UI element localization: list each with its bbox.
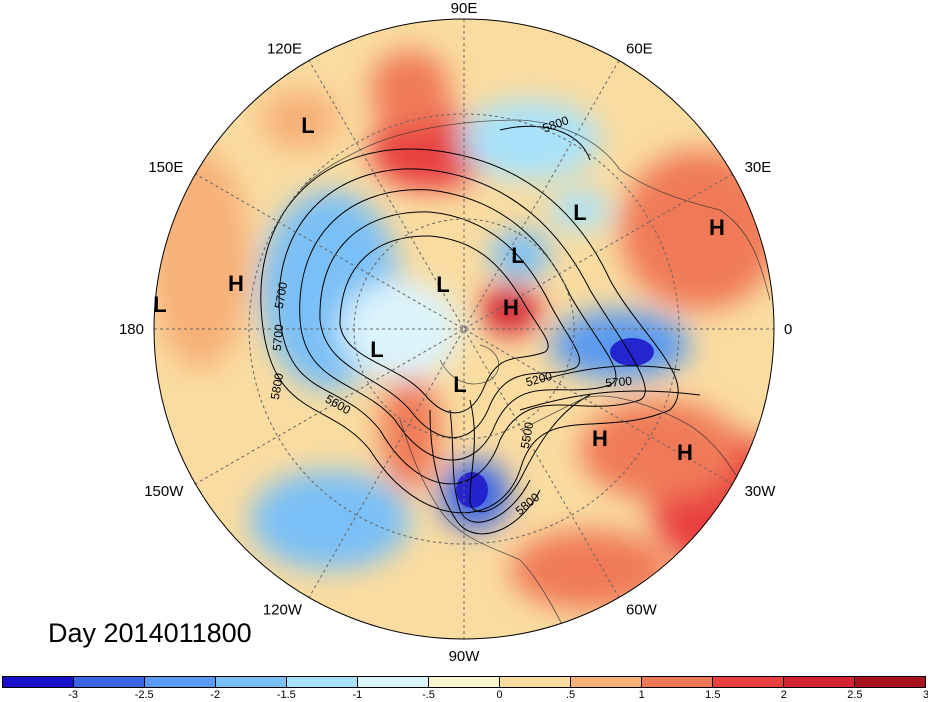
colorbar-swatch xyxy=(74,677,145,687)
colorbar-tick-label: -1.5 xyxy=(276,689,296,701)
colorbar-swatch xyxy=(571,677,642,687)
high-pressure-label: H xyxy=(592,426,608,451)
colorbar-tick-label: 2 xyxy=(780,689,787,701)
longitude-label: 60W xyxy=(626,602,658,619)
longitude-label: 120W xyxy=(263,602,303,619)
geopotential-height-contours xyxy=(260,125,701,535)
longitude-label: 90W xyxy=(449,648,481,665)
low-pressure-label: L xyxy=(153,292,166,317)
colorbar-tick-label: 1 xyxy=(638,689,645,701)
colorbar-swatch xyxy=(145,677,216,687)
date-label: Day 2014011800 xyxy=(48,618,252,648)
longitude-label: 30W xyxy=(745,483,777,500)
colorbar-tick-label: 2.5 xyxy=(847,689,863,701)
colorbar-tick-label: 3 xyxy=(922,689,928,701)
longitude-label: 90E xyxy=(451,0,478,17)
colorbar-tick-label: 1.5 xyxy=(705,689,721,701)
colorbar-swatch xyxy=(855,677,925,687)
low-pressure-label: L xyxy=(573,200,586,225)
temperature-anomaly-field xyxy=(154,19,774,639)
longitude-labels: 90E 60E 30E 0 30W 60W 90W 120W 150W 180 150E 120E xyxy=(119,0,792,665)
colorbar-swatch xyxy=(784,677,855,687)
colorbar-swatches xyxy=(2,676,926,688)
contour-value-label: 5200 xyxy=(524,369,554,390)
colorbar-swatch xyxy=(713,677,784,687)
colorbar-ticks: -3 -2.5 -2 -1.5 -1 -.5 0 .5 1 1.5 2 2.5 3 xyxy=(0,689,928,702)
high-pressure-label: H xyxy=(677,440,693,465)
longitude-label: 0 xyxy=(784,321,792,338)
low-pressure-label: L xyxy=(370,337,383,362)
longitude-label: 150W xyxy=(144,483,184,500)
map-boundary xyxy=(153,18,775,640)
low-pressure-label: L xyxy=(436,272,449,297)
colorbar-swatch xyxy=(642,677,713,687)
longitude-label: 60E xyxy=(626,40,653,57)
contour-value-label: 5700 xyxy=(272,281,290,310)
colorbar-swatch xyxy=(429,677,500,687)
colorbar-tick-label: -2.5 xyxy=(134,689,154,701)
low-pressure-label: L xyxy=(453,372,466,397)
colorbar-tick-label: -1 xyxy=(352,689,363,701)
polar-stereographic-map: 90E 60E 30E 0 30W 60W 90W 120W 150W 180 150E 120E L… xyxy=(119,0,792,665)
colorbar-swatch xyxy=(500,677,571,687)
contour-value-label: 5700 xyxy=(605,374,633,390)
pressure-center-labels: L L L L L L L H H H H H xyxy=(153,113,725,465)
coastlines xyxy=(299,119,771,639)
colorbar-swatch xyxy=(358,677,429,687)
colorbar-tick-label: -2 xyxy=(210,689,221,701)
longitude-label: 180 xyxy=(119,321,144,338)
longitude-label: 30E xyxy=(745,159,772,176)
high-pressure-label: H xyxy=(709,215,725,240)
contour-value-label: 5700 xyxy=(270,323,286,351)
high-pressure-label: H xyxy=(228,271,244,296)
contour-value-label: 5500 xyxy=(518,421,536,450)
high-pressure-label: H xyxy=(503,295,519,320)
low-pressure-label: L xyxy=(301,113,314,138)
colorbar-tick-label: -.5 xyxy=(422,689,435,701)
colorbar-swatch xyxy=(3,677,74,687)
low-pressure-label: L xyxy=(511,243,524,268)
colorbar-swatch xyxy=(216,677,287,687)
colorbar-swatch xyxy=(287,677,358,687)
colorbar: -3 -2.5 -2 -1.5 -1 -.5 0 .5 1 1.5 2 2.5 3 xyxy=(0,674,928,702)
colorbar-tick-label: .5 xyxy=(566,689,576,701)
contour-value-label: 5800 xyxy=(268,372,286,401)
colorbar-tick-label: -3 xyxy=(68,689,78,701)
longitude-label: 150E xyxy=(148,159,183,176)
colorbar-tick-label: 0 xyxy=(496,689,503,701)
longitude-label: 120E xyxy=(267,40,302,57)
graticule xyxy=(154,19,774,639)
